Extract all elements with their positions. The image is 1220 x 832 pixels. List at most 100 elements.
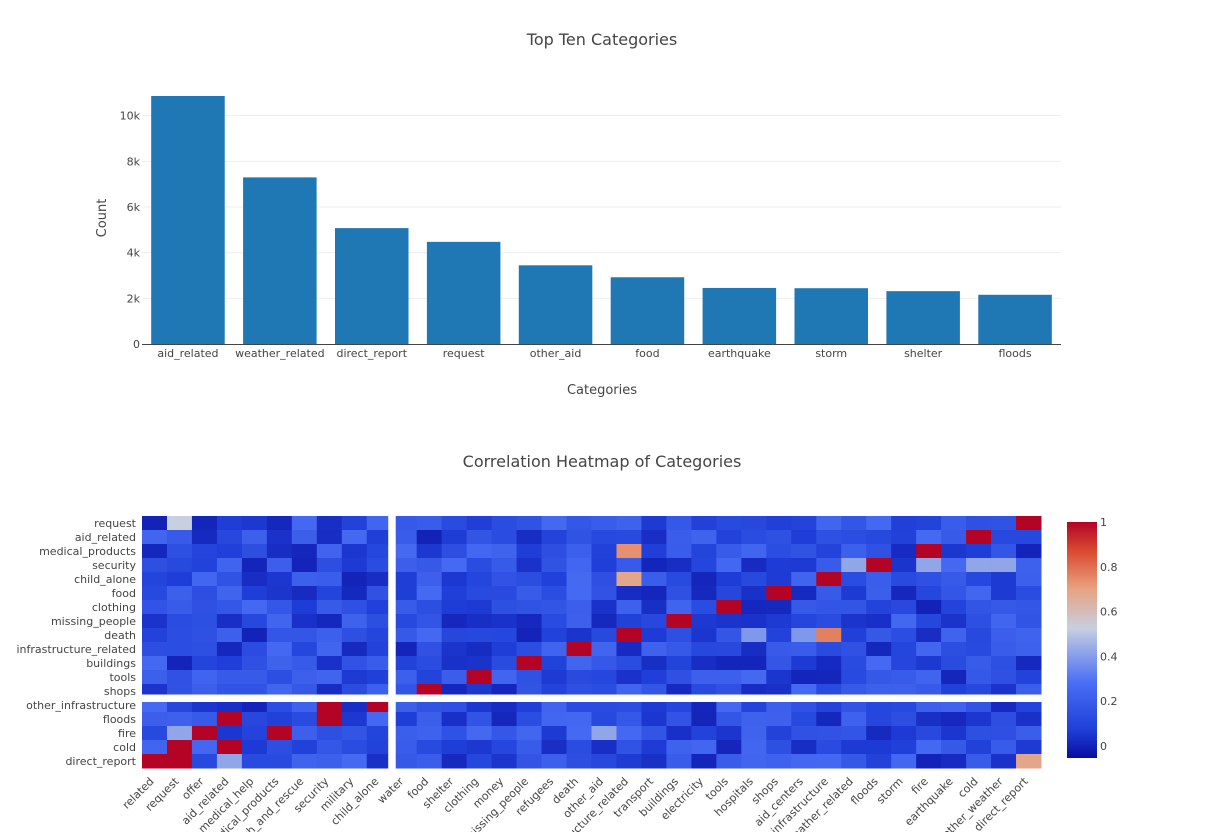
heatmap-cell: [741, 600, 767, 615]
heatmap-cell: [866, 712, 892, 727]
heatmap-cell: [791, 642, 817, 657]
heatmap-cell: [216, 516, 243, 531]
heatmap-cell: [395, 754, 418, 769]
heatmap-cell: [241, 614, 268, 629]
heatmap-cell: [816, 684, 842, 695]
heatmap-cell: [916, 558, 942, 573]
bar-storm[interactable]: [794, 288, 869, 344]
bar-food[interactable]: [610, 277, 685, 344]
heatmap-cell: [216, 572, 243, 587]
heatmap-cell: [366, 702, 389, 713]
heatmap-cell: [841, 572, 867, 587]
heatmap-cell: [491, 614, 518, 629]
heatmap-cell: [966, 544, 992, 559]
heatmap-cell: [741, 702, 767, 713]
heatmap-cell: [591, 712, 617, 727]
heatmap-cell: [766, 684, 792, 695]
heatmap-cells: [142, 516, 1042, 769]
heatmap-cell: [366, 558, 389, 573]
heatmap-cell: [841, 642, 867, 657]
heatmap-cell: [991, 642, 1017, 657]
heatmap-cell: [516, 740, 543, 755]
heatmap-cell: [841, 530, 867, 545]
bar-shelter[interactable]: [886, 291, 960, 344]
heatmap-cell: [666, 628, 692, 643]
heatmap-cell: [916, 642, 942, 657]
bar-other_aid[interactable]: [518, 265, 593, 344]
heatmap-cell: [816, 712, 842, 727]
heatmap-cell: [266, 754, 293, 769]
heatmap-cell: [266, 516, 293, 531]
heatmap-cell: [216, 642, 243, 657]
heatmap-cell: [216, 684, 243, 695]
heatmap-cell: [416, 684, 443, 695]
heatmap-cell: [191, 572, 218, 587]
heatmap-cell: [566, 572, 592, 587]
heatmap-cell: [395, 684, 418, 695]
bar-y-tick-label: 10k: [120, 110, 141, 123]
heatmap-cell: [841, 516, 867, 531]
bar-earthquake[interactable]: [702, 287, 777, 344]
bar-request[interactable]: [426, 241, 501, 344]
heatmap-cell: [466, 516, 493, 531]
heatmap-cell: [691, 642, 717, 657]
bar-weather_related[interactable]: [243, 177, 317, 344]
heatmap-cell: [866, 642, 892, 657]
heatmap-cell: [741, 572, 767, 587]
heatmap-cell: [941, 702, 967, 713]
heatmap-cell: [466, 642, 493, 657]
heatmap-cell: [966, 572, 992, 587]
heatmap-cell: [216, 740, 243, 755]
heatmap-cell: [395, 614, 418, 629]
heatmap-cell: [291, 670, 318, 685]
heatmap-y-tick-label: child_alone: [74, 573, 136, 586]
heatmap-cell: [491, 656, 518, 671]
bar-floods[interactable]: [978, 294, 1052, 344]
heatmap-cell: [966, 642, 992, 657]
bar-direct_report[interactable]: [334, 228, 409, 344]
heatmap-cell: [1016, 530, 1042, 545]
heatmap-cell: [766, 516, 792, 531]
heatmap-cell: [566, 530, 592, 545]
heatmap-cell: [466, 614, 493, 629]
bar-chart-bars: [151, 96, 1052, 344]
heatmap-cell: [991, 614, 1017, 629]
heatmap-cell: [966, 684, 992, 695]
heatmap-cell: [241, 754, 268, 769]
heatmap-cell: [491, 712, 518, 727]
heatmap-cell: [216, 530, 243, 545]
bar-chart-x-ticks: aid_related weather_related direct_report r…: [157, 347, 1032, 360]
heatmap-cell: [741, 530, 767, 545]
heatmap-cell: [741, 628, 767, 643]
heatmap-cell: [766, 740, 792, 755]
heatmap-cell: [916, 754, 942, 769]
heatmap-cell: [241, 516, 268, 531]
heatmap-cell: [395, 628, 418, 643]
heatmap-cell: [716, 614, 742, 629]
heatmap-cell: [341, 702, 368, 713]
heatmap-cell: [641, 726, 667, 741]
heatmap-cell: [816, 544, 842, 559]
heatmap-cell: [666, 702, 692, 713]
heatmap-cell: [341, 684, 368, 695]
heatmap-cell: [891, 530, 917, 545]
heatmap-cell: [166, 726, 193, 741]
bar-aid_related[interactable]: [151, 96, 225, 344]
heatmap-cell: [241, 684, 268, 695]
heatmap-cell: [241, 544, 268, 559]
heatmap-cell: [691, 702, 717, 713]
heatmap-cell: [566, 586, 592, 601]
heatmap-cell: [191, 684, 218, 695]
heatmap-cell: [416, 670, 443, 685]
heatmap-cell: [791, 702, 817, 713]
heatmap-cell: [991, 702, 1017, 713]
heatmap-cell: [466, 600, 493, 615]
heatmap-cell: [816, 642, 842, 657]
heatmap-cell: [516, 558, 543, 573]
heatmap-cell: [691, 726, 717, 741]
heatmap-cell: [941, 572, 967, 587]
heatmap-cell: [641, 516, 667, 531]
heatmap-cell: [641, 656, 667, 671]
heatmap-cell: [641, 642, 667, 657]
heatmap-title: Correlation Heatmap of Categories: [463, 452, 742, 471]
